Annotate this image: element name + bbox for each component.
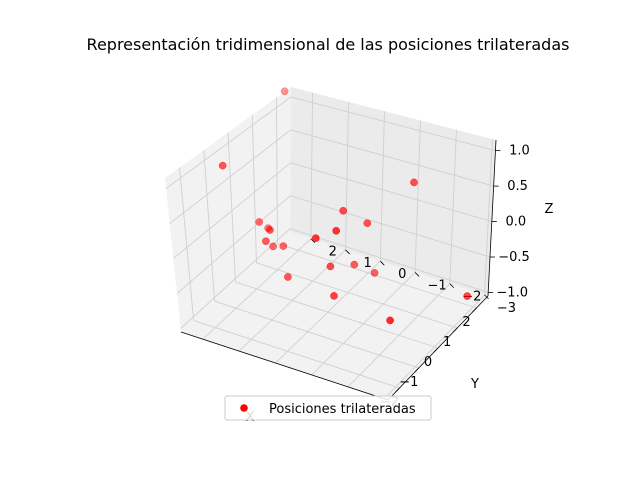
z-tick-label: −1.0 [496,286,528,301]
gridline-z [290,129,494,187]
legend-marker [240,404,248,412]
data-points [218,87,472,325]
data-point [284,273,292,281]
z-tick-label: 1.0 [509,144,530,159]
gridline-z [289,228,489,293]
data-point [386,316,394,325]
x-tick-mark [414,367,420,373]
data-point [463,292,472,300]
y-tick-mark [380,260,385,266]
gridline-y [379,111,385,262]
y-tick-mark [414,272,420,277]
gridline-x [251,114,257,263]
data-point [279,242,288,250]
gridline-z [290,195,491,258]
z-tick-label: −0.5 [498,250,530,265]
x-tick-mark [472,307,477,313]
chart-title: Representación tridimensional de las pos… [87,35,570,54]
data-point [332,226,341,235]
legend-box [224,395,432,421]
legend: Posiciones trilateradas [224,395,432,421]
y-tick-label: 0 [398,267,406,282]
gridline-y [449,129,457,284]
axes-gridlines [165,92,496,400]
gridline-z [169,129,291,224]
data-point [218,161,227,170]
gridline-z [290,162,492,222]
data-point [266,226,274,234]
legend-label: Posiciones trilateradas [269,402,416,417]
x-axis-line [180,331,389,401]
data-point [326,262,335,271]
gridline-z [165,96,292,189]
y-tick-mark [449,283,455,288]
y-tick-mark [345,249,350,255]
y-tick-label: −1 [428,278,447,293]
x-tick-mark [452,327,458,333]
data-point [350,260,359,269]
gridline-y [347,283,451,388]
data-point [330,292,338,300]
z-tick-label: 0.5 [507,179,528,194]
y-tick-label: −3 [497,301,516,316]
y-tick-mark [310,238,316,244]
gridline-y [310,92,314,239]
gridline-y [384,294,485,400]
gridline-x [179,167,195,321]
y-axis-label: Y [470,377,479,392]
y-tick-mark [484,294,489,300]
data-point [262,237,270,246]
gridline-z [176,195,291,294]
x-tick-mark [433,347,439,353]
gridline-y [202,238,312,340]
data-point [311,234,320,243]
x-tick-label: 1 [443,335,451,350]
gridline-x [276,97,278,244]
gridline-y [345,101,349,250]
gridline-x [203,149,215,302]
data-point [410,178,418,187]
data-point [280,87,289,96]
gridline-x [235,281,439,349]
y-tick-label: 2 [329,245,337,260]
pane-back-left [165,87,291,332]
gridline-x [227,132,236,283]
x-tick-mark [395,387,400,393]
gridline-x [214,300,419,369]
gridline-y [275,260,381,364]
data-point [339,206,348,215]
x-tick-label: −1 [399,375,418,390]
data-point [363,219,372,228]
gridline-z [173,162,291,259]
z-tick-label: 0.0 [505,215,526,230]
data-point [269,242,277,251]
gridline-y [311,272,416,376]
gridline-y [414,120,421,273]
data-point [255,218,264,226]
z-axis-label: Z [545,202,554,217]
x-tick-label: 0 [424,355,432,370]
pane-back-right [290,87,496,296]
z-axis-line [487,139,497,297]
y-tick-label: 1 [363,256,371,271]
gridline-y [484,139,493,295]
data-point [370,269,379,277]
x-tick-label: 2 [462,315,470,330]
gridline-x [193,320,400,389]
axes-panes [165,87,496,400]
pane-bottom [181,232,488,400]
gridline-z [290,96,496,152]
gridline-x [256,262,458,329]
